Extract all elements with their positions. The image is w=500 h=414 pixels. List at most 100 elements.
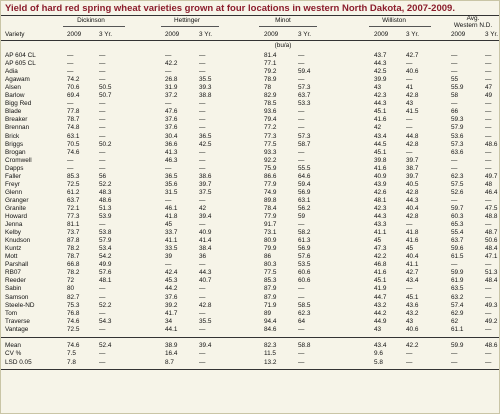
yield-cell: 43 xyxy=(374,325,382,333)
yield-cell: — xyxy=(199,148,206,156)
yield-cell: 40.4 xyxy=(406,204,419,212)
yield-cell: 61.1 xyxy=(451,325,464,333)
variety-name: Granite xyxy=(5,204,26,212)
yield-cell: 41.1 xyxy=(374,229,387,237)
summary-cell: 39.4 xyxy=(199,341,212,349)
yield-cell: 56.9 xyxy=(298,245,311,253)
yield-cell: 94.4 xyxy=(264,317,277,325)
yield-cell: 44.5 xyxy=(374,140,387,148)
yield-cell: 63.7 xyxy=(67,196,80,204)
yield-cell: 48.8 xyxy=(485,213,498,220)
yield-cell: 43.2 xyxy=(406,309,419,317)
yield-cell: — xyxy=(298,76,305,84)
yield-cell: 78.2 xyxy=(67,245,80,253)
variety-name: Traverse xyxy=(5,317,30,325)
yield-cell: 40.9 xyxy=(199,229,212,237)
yield-cell: 56 xyxy=(99,172,107,180)
yield-cell: 74.6 xyxy=(67,317,80,325)
yield-cell: 78.2 xyxy=(67,269,80,277)
yield-cell: 57.9 xyxy=(99,237,112,245)
yield-cell: — xyxy=(199,68,206,76)
yield-cell: 80 xyxy=(67,285,75,293)
yield-cell: 41.6 xyxy=(374,116,387,124)
variety-name: AP 604 CL xyxy=(5,52,36,59)
yield-cell: 48.7 xyxy=(485,229,498,237)
yield-cell: 50.2 xyxy=(99,140,112,148)
yield-cell: 41.7 xyxy=(165,309,178,317)
yield-cell: — xyxy=(406,148,413,156)
yield-cell: 54.2 xyxy=(99,253,112,261)
table-top-rule xyxy=(1,15,499,16)
yield-cell: — xyxy=(165,261,172,269)
yield-cell: 92.2 xyxy=(264,156,277,164)
yield-cell: — xyxy=(485,108,492,116)
yield-cell: — xyxy=(485,196,492,204)
yield-cell: 39.8 xyxy=(374,156,387,164)
yield-cell: 40.6 xyxy=(406,68,419,76)
variety-name: Faller xyxy=(5,172,21,180)
yield-cell: 78.5 xyxy=(264,100,277,108)
yield-cell: 41.5 xyxy=(406,108,419,116)
variety-name: Steele-ND xyxy=(5,301,35,309)
yield-cell: 40.6 xyxy=(406,325,419,333)
yield-cell: 51.3 xyxy=(485,269,498,277)
yield-cell: 31.9 xyxy=(165,84,178,92)
yield-cell: 47.1 xyxy=(485,253,498,261)
variety-name: Alsen xyxy=(5,84,21,92)
yield-cell: 35.5 xyxy=(199,76,212,84)
yield-cell: 53.3 xyxy=(298,100,311,108)
yield-cell: 40.9 xyxy=(374,172,387,180)
variety-name: Parshall xyxy=(5,261,29,269)
yield-cell: 39.4 xyxy=(199,213,212,220)
yield-cell: 43 xyxy=(406,100,414,108)
summary-cell: — xyxy=(99,358,106,366)
yield-cell: — xyxy=(451,196,458,204)
yield-cell: 48.6 xyxy=(99,196,112,204)
variety-name: Tom xyxy=(5,309,18,317)
col-2009-header: 2009 xyxy=(374,31,389,38)
yield-cell: 78.4 xyxy=(264,204,277,212)
yield-cell: — xyxy=(298,293,305,301)
yield-cell: — xyxy=(99,52,106,59)
yield-cell: 62.9 xyxy=(451,309,464,317)
summary-cell: — xyxy=(485,358,492,366)
yield-cell: 39.7 xyxy=(406,156,419,164)
variety-name: Samson xyxy=(5,293,29,301)
variety-name: Brennan xyxy=(5,124,30,132)
yield-cell: 64 xyxy=(298,317,306,325)
location-underline xyxy=(259,26,317,27)
yield-cell: — xyxy=(165,52,172,59)
yield-cell: 60.6 xyxy=(298,277,311,285)
yield-cell: 89 xyxy=(264,309,272,317)
yield-cell: 55.4 xyxy=(451,229,464,237)
yield-cell: 81.4 xyxy=(264,52,277,59)
yield-cell: — xyxy=(199,100,206,108)
col-3yr-header: 3 Yr. xyxy=(406,31,420,38)
yield-cell: 43.9 xyxy=(374,180,387,188)
yield-cell: 45.1 xyxy=(374,108,387,116)
yield-cell: 42.2 xyxy=(165,60,178,68)
variety-name: Breaker xyxy=(5,116,28,124)
summary-cell: — xyxy=(199,350,206,358)
yield-cell: 45 xyxy=(165,221,173,229)
yield-cell: 63.6 xyxy=(451,148,464,156)
yield-cell: — xyxy=(99,164,106,172)
yield-cell: 54.3 xyxy=(99,317,112,325)
yield-cell: — xyxy=(298,52,305,59)
yield-cell: — xyxy=(199,309,206,317)
yield-cell: 85.3 xyxy=(67,172,80,180)
yield-cell: — xyxy=(298,325,305,333)
yield-cell: 48 xyxy=(485,180,493,188)
yield-cell: 58 xyxy=(451,92,459,100)
yield-cell: 63.7 xyxy=(298,92,311,100)
variety-name: Reeder xyxy=(5,277,26,285)
yield-cell: — xyxy=(485,164,492,172)
yield-cell: 87.9 xyxy=(264,293,277,301)
yield-cell: 38.4 xyxy=(199,245,212,253)
yield-cell: 39.9 xyxy=(374,76,387,84)
location-header: Williston xyxy=(382,17,406,24)
avg-header-sub: Western N.D. xyxy=(453,22,493,29)
yield-cell: 42.6 xyxy=(374,188,387,196)
yield-cell: — xyxy=(99,60,106,68)
yield-cell: 45 xyxy=(374,237,382,245)
